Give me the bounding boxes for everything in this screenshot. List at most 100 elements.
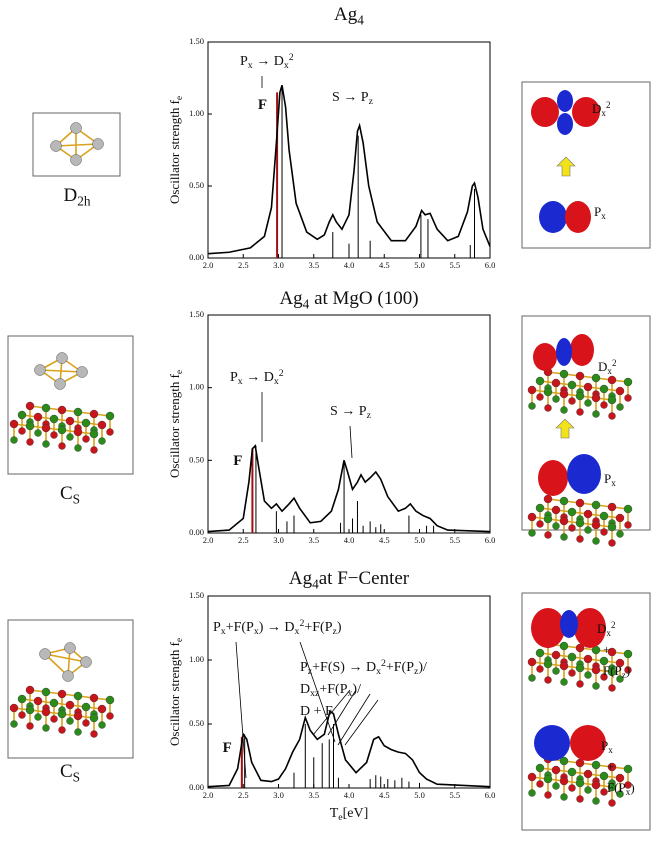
orbital-label: Px bbox=[604, 471, 616, 488]
atom bbox=[624, 666, 632, 674]
atom bbox=[544, 531, 552, 539]
text-part: )/ bbox=[352, 682, 361, 697]
atom bbox=[608, 799, 616, 807]
atom bbox=[70, 122, 82, 134]
atom bbox=[33, 696, 43, 706]
atom bbox=[624, 781, 632, 789]
x-tick-label: 5.5 bbox=[449, 535, 460, 545]
text-part: D bbox=[300, 682, 310, 697]
text-part: 2 bbox=[279, 368, 284, 379]
atom bbox=[616, 403, 624, 411]
atom bbox=[607, 395, 617, 405]
y-axis-label: Oscillator strength fe bbox=[167, 370, 184, 478]
atom bbox=[34, 713, 42, 721]
atom bbox=[42, 440, 50, 448]
atom bbox=[106, 428, 114, 436]
atom bbox=[64, 642, 76, 654]
atom bbox=[66, 717, 74, 725]
y-tick-label: 1.00 bbox=[189, 108, 204, 118]
text-part: x bbox=[348, 688, 353, 699]
atom bbox=[527, 512, 537, 522]
atom bbox=[9, 419, 19, 429]
atom bbox=[57, 425, 67, 435]
atom bbox=[575, 663, 585, 673]
orbital-label: Px bbox=[594, 204, 606, 221]
text-part: → D bbox=[243, 370, 274, 385]
text-part: z bbox=[367, 410, 372, 421]
atom bbox=[98, 721, 106, 729]
atom bbox=[551, 650, 561, 660]
atom bbox=[18, 711, 26, 719]
atom bbox=[536, 393, 544, 401]
text-part: ) bbox=[630, 780, 634, 795]
atom bbox=[34, 364, 46, 376]
x-tick-label: 3.0 bbox=[273, 260, 284, 270]
x-axis-label: Te[eV] bbox=[330, 806, 369, 823]
atom bbox=[591, 780, 601, 790]
atom bbox=[600, 673, 608, 681]
atom bbox=[90, 446, 98, 454]
text-part: D bbox=[597, 621, 606, 636]
orbital-label: F(Px) bbox=[607, 780, 635, 797]
atom bbox=[592, 537, 600, 545]
atom bbox=[62, 670, 74, 682]
atom bbox=[25, 421, 35, 431]
orbital-lobe bbox=[560, 610, 578, 638]
text-part: P bbox=[213, 620, 221, 635]
x-tick-label: 2.0 bbox=[203, 260, 214, 270]
text-part: → D bbox=[253, 54, 284, 69]
orbital-lobe bbox=[534, 725, 570, 761]
atom bbox=[607, 667, 617, 677]
atom bbox=[560, 678, 568, 686]
atom bbox=[591, 665, 601, 675]
orbital-label: + bbox=[607, 759, 614, 774]
text-part: +F(P bbox=[319, 682, 347, 697]
orbital-lobe bbox=[567, 454, 601, 494]
atom bbox=[535, 376, 545, 386]
text-part: +F(S) → D bbox=[312, 660, 376, 675]
atom bbox=[552, 667, 560, 675]
atom bbox=[54, 378, 66, 390]
atom bbox=[97, 704, 107, 714]
orbital-lobe bbox=[574, 608, 606, 648]
x-tick-label: 5.0 bbox=[414, 535, 425, 545]
atom bbox=[536, 520, 544, 528]
annotation: S → Pz bbox=[330, 404, 372, 421]
atom bbox=[528, 789, 536, 797]
text-part: 2 bbox=[289, 52, 294, 63]
atom bbox=[17, 694, 27, 704]
atom bbox=[543, 514, 553, 524]
leader-line bbox=[337, 693, 371, 746]
atom bbox=[527, 657, 537, 667]
annotation: Dxz+F(Px)/ bbox=[300, 682, 361, 699]
text-part: S bbox=[73, 770, 80, 785]
atom bbox=[90, 730, 98, 738]
atom bbox=[543, 659, 553, 669]
text-part: P bbox=[604, 471, 611, 486]
atom bbox=[592, 682, 600, 690]
atom bbox=[560, 406, 568, 414]
atom bbox=[80, 656, 92, 668]
atom bbox=[98, 437, 106, 445]
x-tick-label: 4.5 bbox=[379, 260, 390, 270]
atom bbox=[599, 771, 609, 781]
y-axis-label: Oscillator strength fe bbox=[167, 96, 184, 204]
text-part: Oscillator strength f bbox=[167, 373, 182, 478]
y-tick-label: 0.00 bbox=[189, 527, 204, 537]
text-part: z bbox=[369, 96, 374, 107]
atom bbox=[41, 707, 51, 717]
atom bbox=[551, 378, 561, 388]
atom bbox=[535, 648, 545, 658]
atom bbox=[623, 504, 633, 514]
atom bbox=[567, 380, 577, 390]
text-part: P bbox=[601, 738, 608, 753]
atom bbox=[535, 503, 545, 513]
text-part: x bbox=[295, 626, 300, 637]
atom bbox=[73, 427, 83, 437]
text-part: x bbox=[608, 745, 613, 755]
y-tick-label: 1.50 bbox=[189, 309, 204, 319]
leader-line bbox=[327, 689, 357, 736]
text-part: Ag bbox=[334, 4, 358, 25]
text-part: P bbox=[300, 660, 308, 675]
